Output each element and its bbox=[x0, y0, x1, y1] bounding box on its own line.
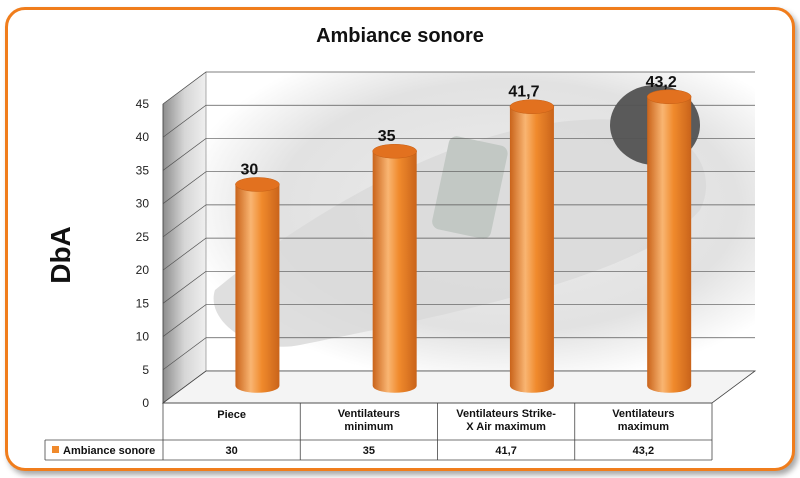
meter-display bbox=[432, 136, 508, 239]
gridline bbox=[162, 71, 755, 105]
gridline bbox=[162, 304, 755, 337]
data-label: 43,2 bbox=[646, 74, 677, 91]
category-label: Ventilateurs bbox=[338, 408, 400, 420]
table-cell-value: 41,7 bbox=[495, 445, 516, 457]
category-label: Ventilateurs bbox=[612, 408, 674, 420]
gridline bbox=[162, 204, 755, 238]
bar bbox=[372, 143, 417, 393]
chart-title: Ambiance sonore bbox=[316, 25, 484, 47]
y-tick-label: 45 bbox=[136, 97, 150, 111]
y-tick-label: 5 bbox=[142, 363, 149, 377]
gridline bbox=[162, 171, 755, 204]
table-cell-value: 43,2 bbox=[633, 445, 654, 457]
category-label: minimum bbox=[344, 421, 393, 433]
y-tick-label: 40 bbox=[136, 130, 150, 144]
data-label: 35 bbox=[378, 128, 396, 145]
y-tick-label: 0 bbox=[142, 396, 149, 410]
bar bbox=[235, 177, 280, 393]
legend-label: Ambiance sonore bbox=[63, 445, 155, 457]
category-label: X Air maximum bbox=[466, 421, 546, 433]
y-tick-label: 30 bbox=[136, 197, 150, 211]
y-tick-label: 35 bbox=[136, 163, 150, 177]
bar bbox=[646, 89, 692, 393]
bar-body bbox=[647, 96, 692, 393]
bar-top bbox=[646, 89, 692, 105]
bar bbox=[509, 99, 555, 393]
y-tick-label: 25 bbox=[136, 230, 150, 244]
gridline bbox=[162, 138, 755, 171]
data-label: 30 bbox=[241, 161, 259, 178]
gridline bbox=[162, 104, 755, 138]
y-axis-label: DbA bbox=[45, 226, 76, 284]
category-label: Ventilateurs Strike- bbox=[456, 408, 556, 420]
table-cell-value: 35 bbox=[363, 445, 375, 457]
y-tick-label: 20 bbox=[136, 263, 150, 277]
category-label: maximum bbox=[618, 421, 670, 433]
y-tick-label: 10 bbox=[136, 330, 150, 344]
y-tick-label: 15 bbox=[136, 296, 150, 310]
bar-top bbox=[509, 99, 555, 114]
data-label: 41,7 bbox=[508, 84, 539, 101]
gridline bbox=[162, 270, 755, 304]
table-cell-value: 30 bbox=[226, 445, 238, 457]
bar-body bbox=[509, 106, 554, 393]
bar-body bbox=[372, 151, 417, 393]
bar-top bbox=[372, 143, 417, 159]
legend-swatch bbox=[52, 446, 59, 453]
bar-top bbox=[235, 177, 280, 192]
gridline bbox=[162, 237, 755, 271]
category-label: Piece bbox=[217, 409, 246, 421]
bar-body bbox=[235, 184, 280, 393]
gridline bbox=[162, 337, 755, 371]
